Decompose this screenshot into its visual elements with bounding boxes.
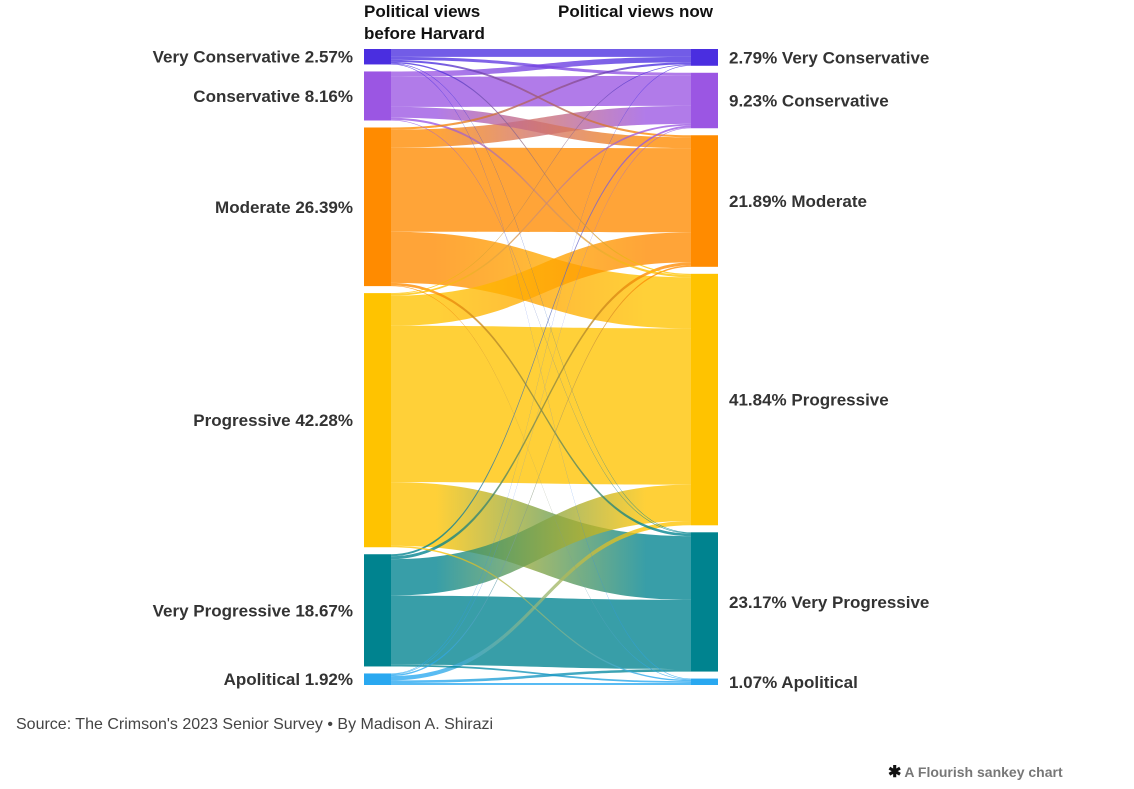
right-label-very-progressive: 23.17% Very Progressive <box>729 593 929 612</box>
left-node-moderate[interactable] <box>364 127 391 287</box>
flow-progressive-to-conservative[interactable] <box>391 123 691 296</box>
flow-conservative-to-very-progressive[interactable] <box>391 119 691 534</box>
flow-apolitical-to-very-progressive[interactable] <box>391 668 691 683</box>
right-column-title: Political views now <box>558 2 714 21</box>
flow-very-conservative-to-apolitical[interactable] <box>391 63 691 680</box>
left-label-conservative: Conservative 8.16% <box>193 87 353 106</box>
right-label-apolitical: 1.07% Apolitical <box>729 673 858 692</box>
right-node-progressive[interactable] <box>691 273 718 526</box>
right-label-very-conservative: 2.79% Very Conservative <box>729 48 929 67</box>
flow-very-conservative-to-conservative[interactable] <box>391 56 691 76</box>
left-node-very-conservative[interactable] <box>364 49 391 65</box>
flow-very-progressive-to-conservative[interactable] <box>391 125 691 557</box>
flow-apolitical-to-conservative[interactable] <box>391 127 691 675</box>
flow-progressive-to-progressive[interactable] <box>391 325 691 485</box>
right-label-conservative: 9.23% Conservative <box>729 92 889 111</box>
left-label-very-progressive: Very Progressive 18.67% <box>153 601 353 620</box>
right-label-moderate: 21.89% Moderate <box>729 192 867 211</box>
flow-moderate-to-very-conservative[interactable] <box>391 62 691 130</box>
left-label-moderate: Moderate 26.39% <box>215 198 353 217</box>
flow-apolitical-to-moderate[interactable] <box>391 265 691 677</box>
right-node-very-conservative[interactable] <box>691 49 718 66</box>
right-node-moderate[interactable] <box>691 135 718 267</box>
right-node-very-progressive[interactable] <box>691 532 718 672</box>
flow-progressive-to-very-conservative[interactable] <box>391 64 691 294</box>
flow-progressive-to-apolitical[interactable] <box>391 545 691 682</box>
flourish-credit-label: A Flourish sankey chart <box>904 764 1063 780</box>
flow-conservative-to-moderate[interactable] <box>391 106 691 149</box>
left-node-apolitical[interactable] <box>364 673 391 685</box>
flow-very-conservative-to-very-conservative[interactable] <box>391 49 691 57</box>
right-label-progressive: 41.84% Progressive <box>729 391 889 410</box>
left-node-conservative[interactable] <box>364 71 391 121</box>
flow-very-progressive-to-apolitical[interactable] <box>391 664 691 683</box>
left-label-progressive: Progressive 42.28% <box>193 411 353 430</box>
flow-apolitical-to-progressive[interactable] <box>391 521 691 681</box>
right-node-apolitical[interactable] <box>691 678 718 685</box>
left-node-progressive[interactable] <box>364 293 391 548</box>
flow-apolitical-to-very-conservative[interactable] <box>391 65 691 675</box>
sankey-labels: Very Conservative 2.57% Conservative 8.16… <box>153 48 930 692</box>
flow-apolitical-to-apolitical[interactable] <box>391 682 691 685</box>
left-label-apolitical: Apolitical 1.92% <box>224 670 353 689</box>
source-note: Source: The Crimson's 2023 Senior Survey… <box>16 716 494 733</box>
flow-moderate-to-very-progressive[interactable] <box>391 282 691 537</box>
flow-very-conservative-to-moderate[interactable] <box>391 59 691 138</box>
sankey-nodes <box>364 49 718 685</box>
sankey-chart: Political views before Harvard Political… <box>153 2 930 692</box>
flow-progressive-to-moderate[interactable] <box>391 232 691 326</box>
left-column-title-line1: Political views <box>364 2 480 21</box>
flow-very-progressive-to-progressive[interactable] <box>391 484 691 596</box>
flow-very-progressive-to-very-progressive[interactable] <box>391 595 691 669</box>
flourish-asterisk-icon: ✱ <box>888 764 902 781</box>
right-node-conservative[interactable] <box>691 72 718 129</box>
flow-conservative-to-progressive[interactable] <box>391 117 691 278</box>
flourish-credit[interactable]: ✱ A Flourish sankey chart <box>888 762 1063 782</box>
flow-conservative-to-conservative[interactable] <box>391 75 691 107</box>
flow-moderate-to-apolitical[interactable] <box>391 285 691 680</box>
left-column-title-line2: before Harvard <box>364 24 485 43</box>
flow-moderate-to-moderate[interactable] <box>391 147 691 233</box>
flow-very-conservative-to-very-progressive[interactable] <box>391 63 691 533</box>
left-label-very-conservative: Very Conservative 2.57% <box>153 48 353 67</box>
flow-very-conservative-to-progressive[interactable] <box>391 61 691 276</box>
left-node-very-progressive[interactable] <box>364 554 391 667</box>
sankey-links <box>391 49 691 685</box>
